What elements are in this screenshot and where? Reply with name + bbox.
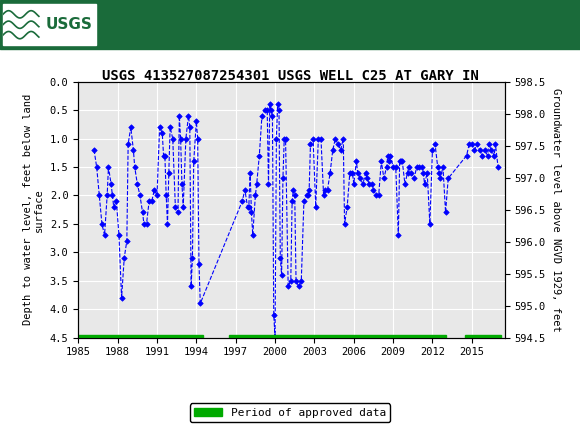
Y-axis label: Depth to water level, feet below land
surface: Depth to water level, feet below land su…: [23, 94, 44, 325]
Bar: [229, 335, 445, 341]
Bar: [3, 4, 96, 46]
Bar: [465, 335, 501, 341]
Y-axis label: Groundwater level above NGVD 1929, feet: Groundwater level above NGVD 1929, feet: [551, 88, 561, 332]
Text: USGS: USGS: [46, 17, 93, 32]
Legend: Period of approved data: Period of approved data: [190, 403, 390, 422]
Text: USGS 413527087254301 USGS WELL C25 AT GARY IN: USGS 413527087254301 USGS WELL C25 AT GA…: [102, 69, 478, 83]
Bar: [78, 335, 203, 341]
